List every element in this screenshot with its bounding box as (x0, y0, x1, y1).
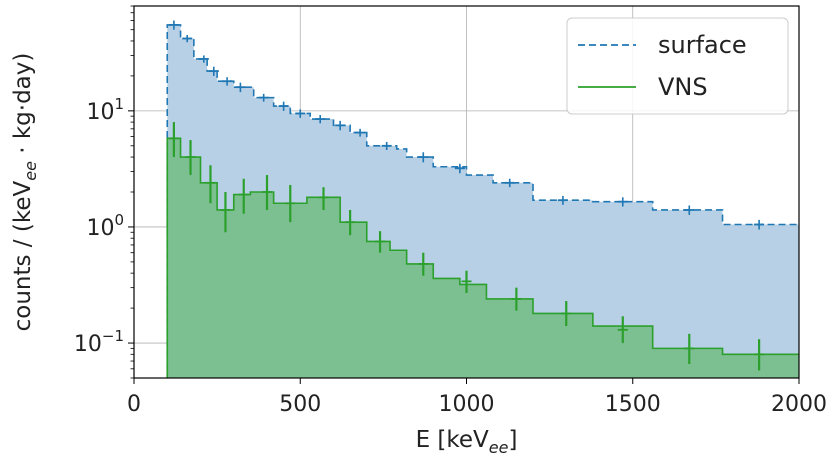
error-bar-vns (511, 287, 522, 311)
error-bar-surface (454, 163, 465, 174)
error-bar-vns (461, 270, 472, 293)
error-bar-surface (418, 152, 429, 163)
error-bar-vns (205, 165, 216, 204)
y-tick-label: 100 (86, 211, 124, 241)
error-bar-vns (238, 178, 249, 214)
error-bar-vns (684, 333, 695, 365)
x-tick-label: 0 (127, 392, 141, 417)
error-bar-vns (375, 231, 386, 253)
error-bar-surface (504, 178, 515, 188)
error-bar-vns (617, 316, 628, 344)
error-bar-vns (754, 339, 765, 371)
error-bar-surface (182, 35, 193, 43)
x-tick-label: 1000 (439, 392, 495, 417)
error-bar-surface (684, 205, 695, 215)
error-bar-surface (557, 195, 568, 205)
error-bar-surface (335, 120, 346, 131)
error-bar-surface (258, 93, 269, 102)
x-tick-label: 1500 (605, 392, 661, 417)
legend-surface-label: surface (658, 31, 747, 59)
error-bar-vns (220, 192, 231, 233)
legend: surface VNS (566, 17, 789, 115)
error-bar-surface (278, 101, 289, 111)
x-tick-label: 2000 (771, 392, 827, 417)
error-bar-surface (198, 55, 209, 63)
error-bar-vns (168, 122, 179, 158)
error-bar-surface (295, 109, 306, 118)
error-bar-vns (318, 187, 329, 210)
error-bar-surface (381, 141, 392, 151)
error-bar-vns (185, 140, 196, 176)
error-bar-surface (754, 219, 765, 230)
error-bar-vns (561, 301, 572, 327)
error-bar-surface (617, 197, 628, 207)
error-bar-surface (168, 20, 179, 30)
error-bars (168, 20, 765, 371)
error-bar-surface (235, 82, 246, 93)
error-bar-surface (222, 77, 233, 86)
y-tick-label: 101 (86, 95, 124, 125)
error-bar-vns (418, 252, 429, 276)
legend-vns-label: VNS (658, 73, 708, 101)
error-bar-surface (315, 115, 326, 124)
error-bar-surface (208, 66, 219, 76)
y-tick-label: 10−1 (74, 327, 124, 357)
x-tick-label: 500 (279, 392, 321, 417)
y-axis-ticks: 101 100 10−1 (74, 5, 134, 379)
y-axis-label: counts / (keVee · kg·day) (10, 53, 40, 332)
error-bar-vns (345, 209, 356, 236)
x-axis-ticks: 0 500 1000 1500 2000 (127, 378, 827, 417)
error-bar-surface (355, 128, 366, 137)
error-bar-vns (262, 175, 272, 210)
series-fill-vns (167, 138, 799, 378)
error-bar-vns (285, 184, 296, 223)
x-axis-label: E [keVee] (416, 427, 518, 455)
series-line-vns (166, 137, 799, 378)
histogram-fills (167, 24, 799, 378)
legend-box (566, 17, 789, 115)
